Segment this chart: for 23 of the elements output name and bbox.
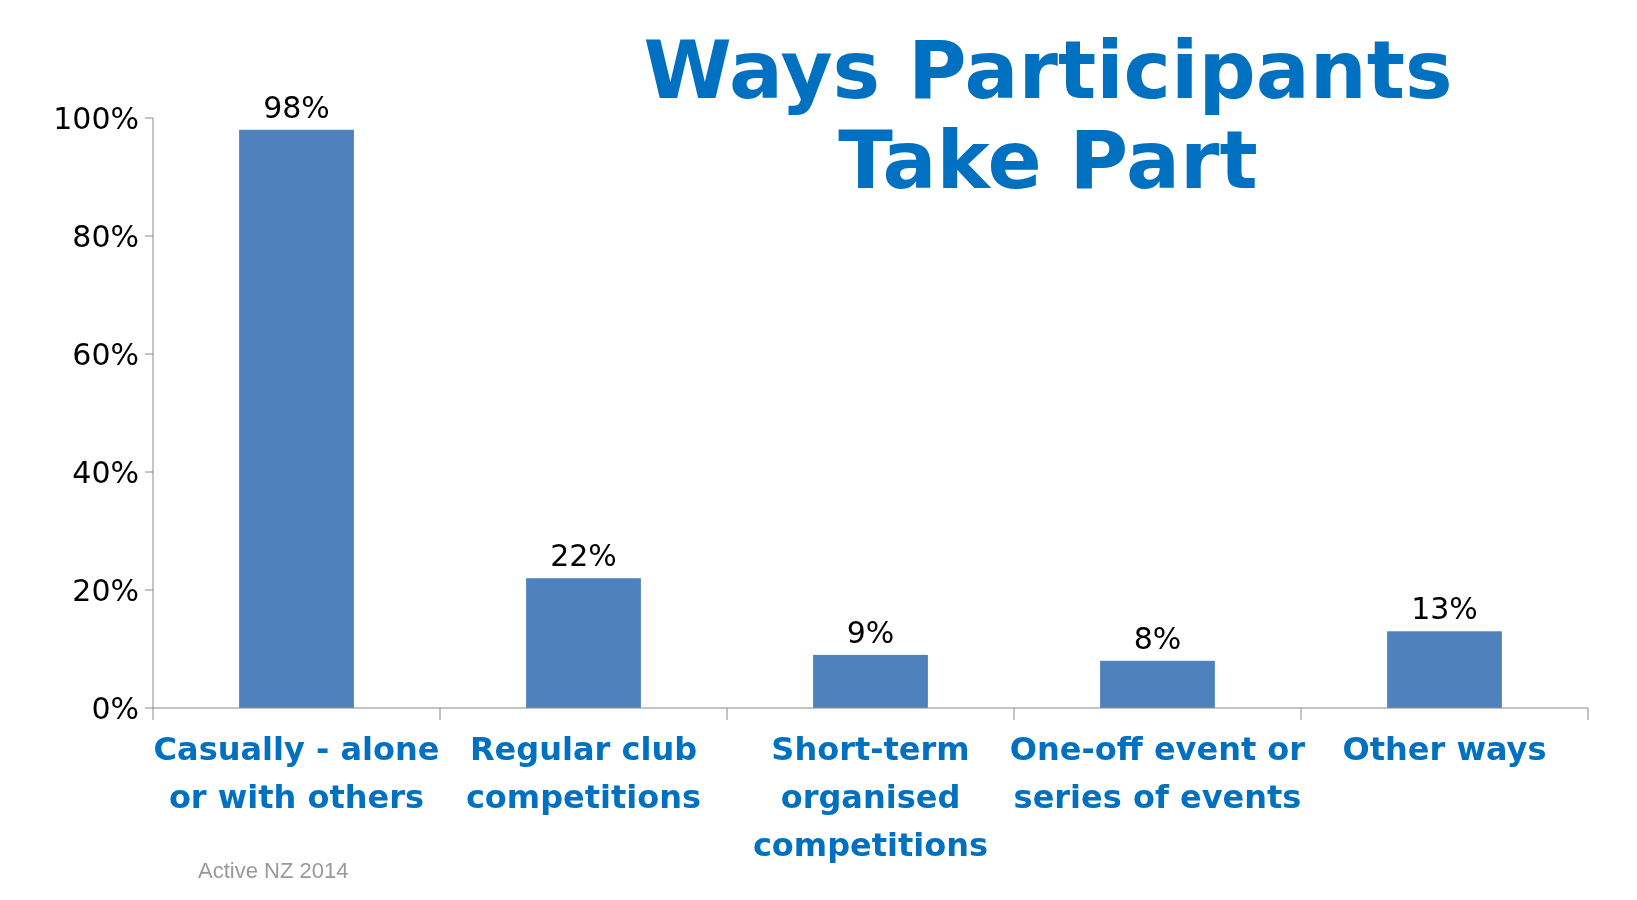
bar <box>1387 631 1502 708</box>
bar <box>1100 660 1215 708</box>
y-tick-label: 40% <box>72 454 139 490</box>
data-label: 8% <box>1133 620 1182 656</box>
bar <box>526 578 641 708</box>
chart-title: Ways Participants Take Part <box>643 24 1453 207</box>
x-tick-label: Short-term organised competitions <box>752 730 989 864</box>
x-tick-label: Casually - alone or with others <box>153 730 440 816</box>
x-tick-label: Other ways <box>1342 730 1547 768</box>
y-tick-label: 20% <box>72 572 139 608</box>
x-tick-label: Regular club competitions <box>465 730 702 816</box>
y-tick-label: 0% <box>91 690 139 726</box>
data-label: 22% <box>550 538 617 574</box>
bar <box>239 129 354 708</box>
x-tick-label: One-off event or series of events <box>1009 730 1306 816</box>
data-label: 98% <box>263 89 330 125</box>
bar <box>813 654 928 708</box>
data-label: 9% <box>846 614 895 650</box>
text: Active NZ 2014 <box>198 858 349 883</box>
y-tick-label: 100% <box>53 100 139 136</box>
y-tick-label: 60% <box>72 336 139 372</box>
y-tick-label: 80% <box>72 218 139 254</box>
data-label: 13% <box>1411 591 1478 627</box>
